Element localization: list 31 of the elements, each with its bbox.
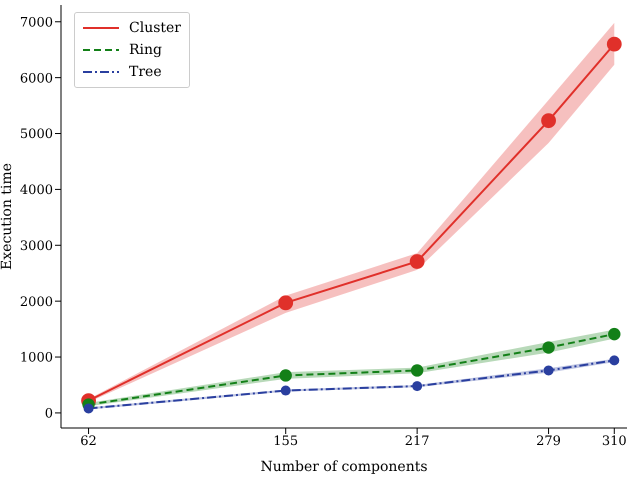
legend-label: Cluster: [129, 20, 181, 36]
y-tick-label: 3000: [20, 238, 53, 254]
y-tick-label: 2000: [20, 294, 53, 310]
legend-label: Ring: [129, 42, 162, 58]
point: [541, 113, 556, 128]
point: [608, 328, 620, 340]
point: [606, 36, 622, 52]
y-axis-title: Execution time: [0, 163, 15, 270]
point: [278, 295, 294, 310]
point: [280, 369, 292, 382]
point: [410, 364, 424, 377]
y-tick-label: 7000: [20, 15, 53, 30]
x-tick-label: 155: [273, 434, 298, 450]
point: [609, 355, 620, 366]
x-tick-label: 310: [602, 434, 627, 450]
x-tick-label: 217: [404, 434, 430, 450]
legend-label: Tree: [129, 64, 162, 80]
point: [410, 254, 425, 269]
y-tick-label: 0: [44, 406, 53, 422]
y-tick-label: 5000: [20, 127, 53, 142]
x-axis-title: Number of components: [260, 459, 428, 475]
y-tick-label: 1000: [20, 350, 53, 366]
x-tick-label: 279: [536, 434, 561, 450]
point: [542, 341, 555, 354]
point: [280, 386, 291, 396]
point: [412, 381, 422, 392]
y-tick-label: 6000: [20, 71, 53, 86]
x-tick-label: 62: [80, 434, 97, 450]
point: [544, 365, 554, 376]
y-tick-label: 4000: [20, 183, 53, 198]
point: [84, 403, 94, 414]
